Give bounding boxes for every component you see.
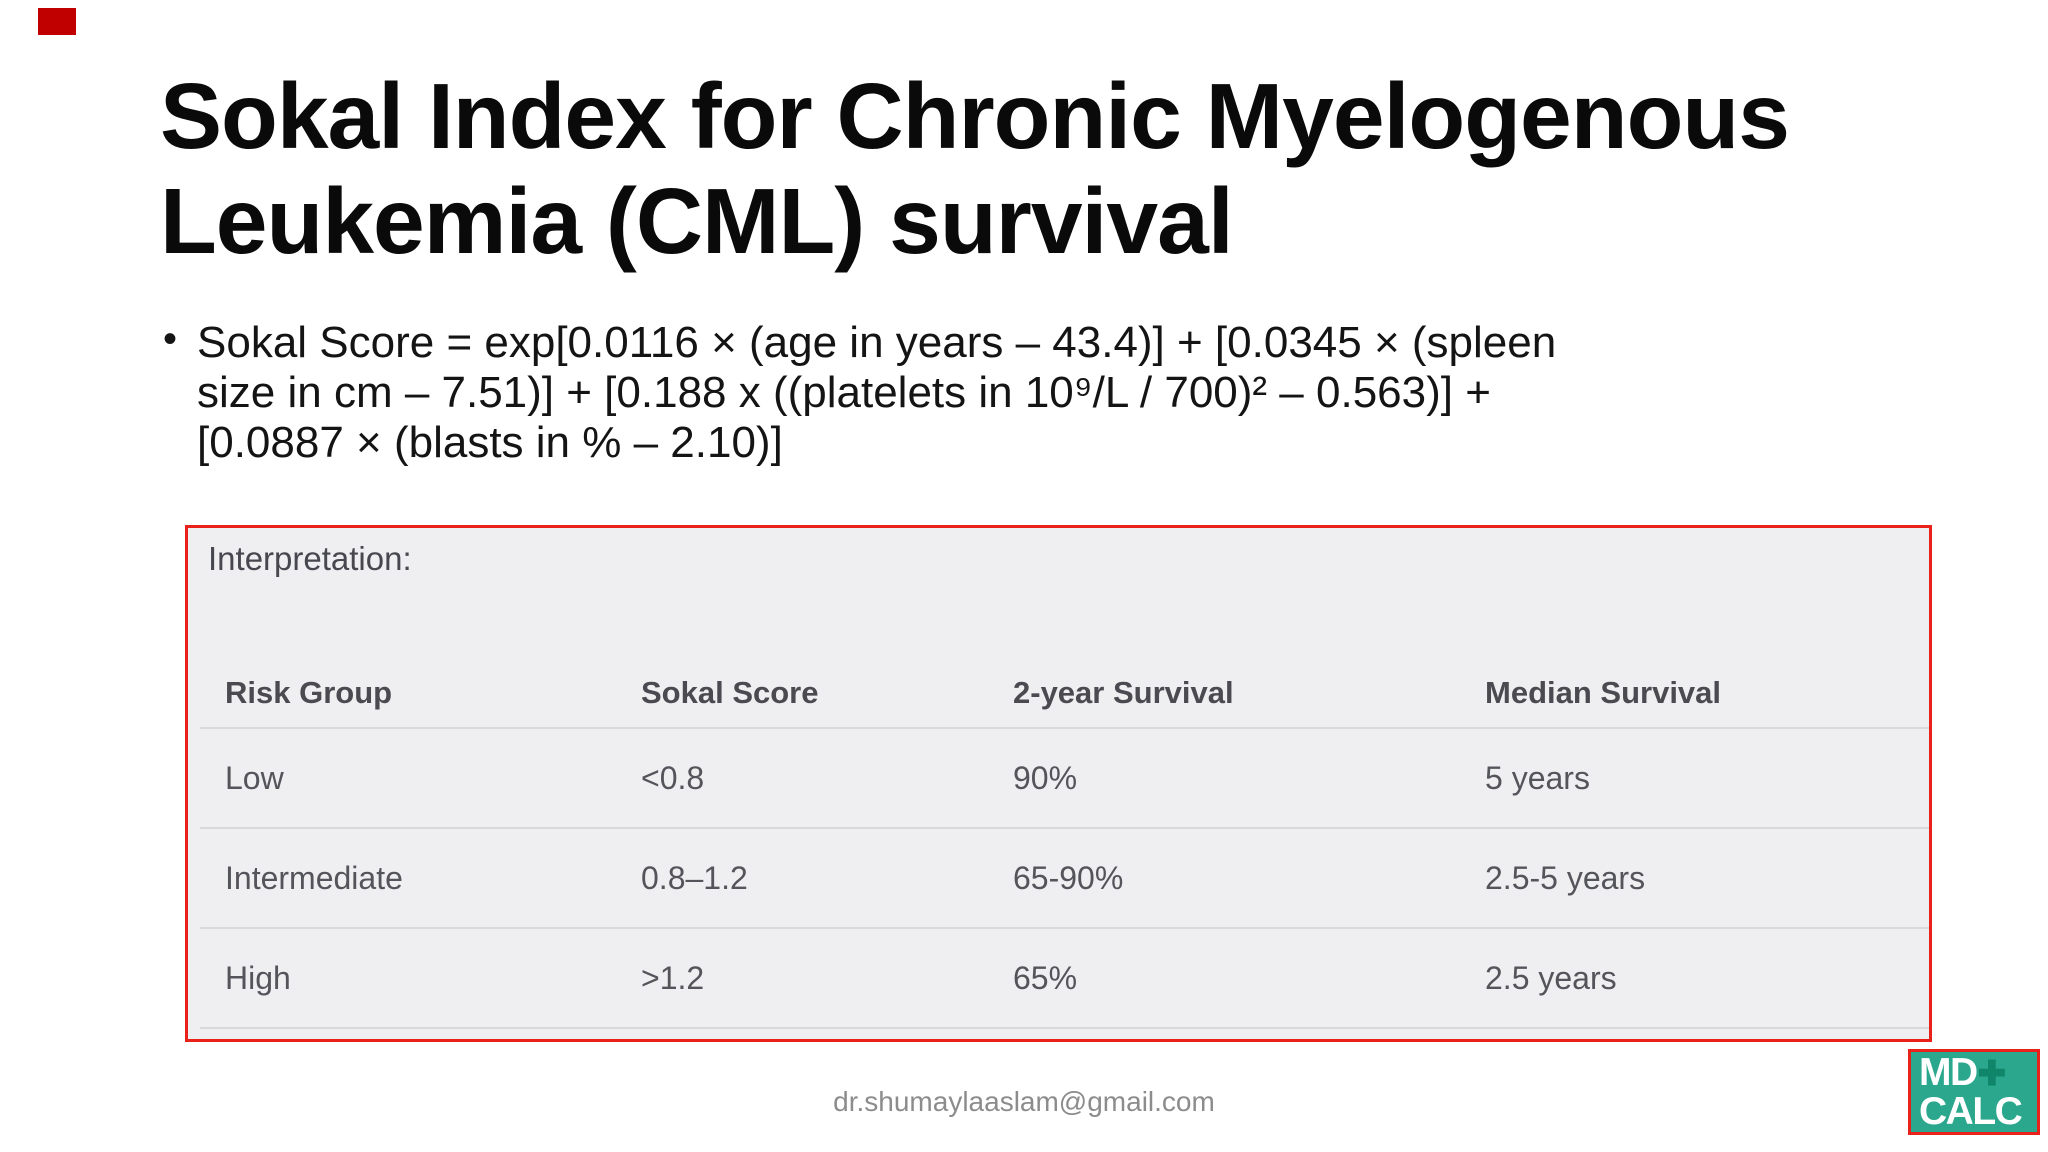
header-sokal-score: Sokal Score bbox=[641, 674, 819, 710]
cell-sokal-score: 0.8–1.2 bbox=[641, 859, 748, 896]
sokal-formula: • Sokal Score = exp[0.0116 × (age in yea… bbox=[163, 317, 1917, 468]
header-2-year-survival: 2-year Survival bbox=[1013, 674, 1234, 710]
mdcalc-logo-calc: CALC bbox=[1919, 1090, 2023, 1133]
interpretation-panel: Interpretation: Risk Group Sokal Score 2… bbox=[185, 525, 1932, 1042]
bullet-icon: • bbox=[163, 317, 178, 361]
mdcalc-logo: MD✚ CALC bbox=[1908, 1049, 2040, 1135]
formula-line-3: [0.0887 × (blasts in % – 2.10)] bbox=[197, 418, 783, 467]
cell-median-survival: 2.5-5 years bbox=[1485, 859, 1646, 896]
cell-2-year-survival: 65-90% bbox=[1013, 859, 1124, 896]
cell-median-survival: 5 years bbox=[1485, 759, 1590, 796]
table-row: Intermediate 0.8–1.2 65-90% 2.5-5 years bbox=[200, 829, 1929, 929]
title-line-2: Leukemia (CML) survival bbox=[160, 169, 1234, 273]
cell-2-year-survival: 90% bbox=[1013, 759, 1078, 796]
table-row: Low <0.8 90% 5 years bbox=[200, 729, 1929, 829]
footer-email: dr.shumaylaaslam@gmail.com bbox=[833, 1086, 1215, 1117]
formula-line-1: Sokal Score = exp[0.0116 × (age in years… bbox=[197, 318, 1557, 367]
header-risk-group: Risk Group bbox=[225, 674, 393, 710]
cell-median-survival: 2.5 years bbox=[1485, 959, 1617, 996]
cell-risk-group: Intermediate bbox=[225, 859, 403, 896]
formula-line-2: size in cm – 7.51)] + [0.188 x ((platele… bbox=[197, 368, 1491, 417]
cell-risk-group: High bbox=[225, 959, 291, 996]
cell-risk-group: Low bbox=[225, 759, 284, 796]
header-median-survival: Median Survival bbox=[1485, 674, 1722, 710]
interpretation-label: Interpretation: bbox=[208, 540, 412, 577]
mdcalc-logo-md: MD bbox=[1919, 1051, 1978, 1094]
interpretation-table: Risk Group Sokal Score 2-year Survival M… bbox=[188, 658, 1929, 1029]
page-title: Sokal Index for Chronic Myelogenous Leuk… bbox=[160, 64, 1960, 274]
table-header-row: Risk Group Sokal Score 2-year Survival M… bbox=[200, 658, 1929, 729]
cell-sokal-score: >1.2 bbox=[641, 959, 705, 996]
cell-2-year-survival: 65% bbox=[1013, 959, 1078, 996]
cell-sokal-score: <0.8 bbox=[641, 759, 705, 796]
corner-red-square bbox=[38, 8, 76, 35]
table-row: High >1.2 65% 2.5 years bbox=[200, 929, 1929, 1029]
title-line-1: Sokal Index for Chronic Myelogenous bbox=[160, 64, 1790, 168]
plus-icon: ✚ bbox=[1977, 1055, 2007, 1093]
